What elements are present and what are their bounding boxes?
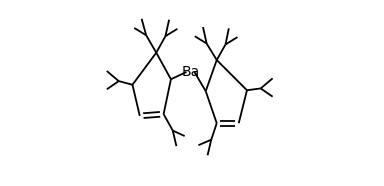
Text: Ba: Ba [182, 65, 200, 79]
